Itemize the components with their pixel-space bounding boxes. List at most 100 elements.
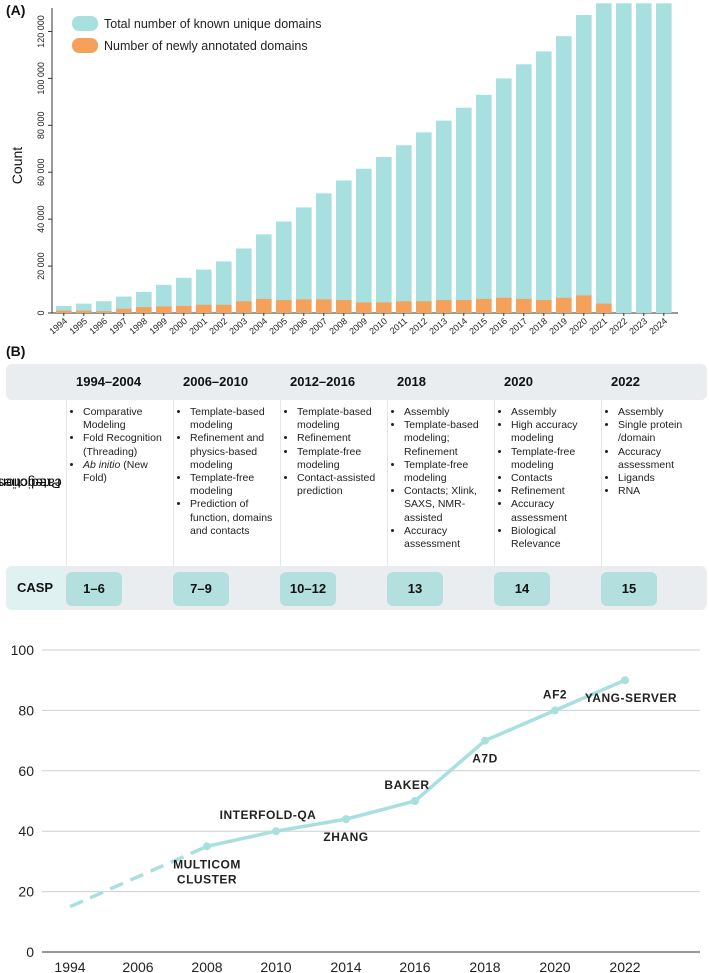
category-item: Contact-assisted prediction <box>297 472 384 498</box>
x-tick-label-2016: 2016 <box>399 959 430 973</box>
bar-new-2008 <box>336 300 352 313</box>
category-item: Assembly <box>404 406 491 419</box>
category-column: AssemblyTemplate-based modeling; Refinem… <box>387 400 491 566</box>
casp-round-badge: 13 <box>387 572 443 606</box>
x-tick-label-2000: 2000 <box>167 316 189 337</box>
category-item: Ab initio (New Fold) <box>83 459 170 485</box>
bar-new-2017 <box>516 298 532 313</box>
point-2014 <box>342 815 350 824</box>
period-header: 2020 <box>504 374 533 389</box>
bar-total-2018 <box>536 51 552 314</box>
bar-new-1997 <box>116 308 132 313</box>
bar-total-2003 <box>236 248 252 313</box>
y-tick-label: 20 000 <box>36 252 46 280</box>
period-header: 2022 <box>611 374 640 389</box>
x-tick-label-1994: 1994 <box>47 316 69 337</box>
y-tick-label: 0 <box>36 310 46 315</box>
bar-total-2019 <box>556 36 572 314</box>
bar-new-2006 <box>296 299 312 313</box>
category-item: RNA <box>618 485 705 498</box>
y-tick-label: 40 000 <box>36 205 46 233</box>
category-item: Fold Recognition (Threading) <box>83 432 170 458</box>
bar-new-2005 <box>276 300 292 313</box>
bar-total-2021 <box>596 3 612 314</box>
x-tick-label-1999: 1999 <box>147 316 169 337</box>
period-header: 2012–2016 <box>290 374 356 389</box>
x-tick-label-2023: 2023 <box>627 316 649 337</box>
x-tick-label-2003: 2003 <box>227 316 249 337</box>
bar-total-1994 <box>56 305 72 313</box>
category-item: Template-based modeling; Refinement <box>404 419 491 459</box>
category-item: Refinement <box>511 485 598 498</box>
y-tick-label: 80 <box>18 702 34 718</box>
category-item: Ligands <box>618 472 705 485</box>
category-item: Refinement <box>297 432 384 445</box>
bar-new-2016 <box>496 297 512 313</box>
bar-new-2007 <box>316 299 332 313</box>
bar-new-2013 <box>436 300 452 313</box>
category-item: High accuracy modeling <box>511 419 598 445</box>
legend-swatch <box>72 38 98 53</box>
bar-new-1999 <box>156 306 172 313</box>
point-label-2020: AF2 <box>543 687 567 701</box>
period-header-band <box>6 364 707 400</box>
y-tick-label: 80 000 <box>36 112 46 140</box>
category-item: Template-free modeling <box>511 446 598 472</box>
casp-round-badge: 10–12 <box>280 572 336 606</box>
period-header: 1994–2004 <box>76 374 142 389</box>
x-tick-label-2014: 2014 <box>330 959 361 973</box>
panel-a-label: (A) <box>6 2 26 18</box>
y-tick-label: 60 <box>18 763 34 779</box>
point-2020 <box>551 706 559 715</box>
legend: Total number of known unique domains Numb… <box>72 16 322 53</box>
category-item: Template-free modeling <box>404 459 491 485</box>
y-tick-label: 20 <box>18 884 34 900</box>
bar-total-2002 <box>216 261 232 313</box>
bar-new-2015 <box>476 298 492 313</box>
category-item: Accuracy assessment <box>511 498 598 524</box>
category-item: Biological Relevance <box>511 525 598 551</box>
x-tick-label-2021: 2021 <box>587 316 609 337</box>
legend-entry: Total number of known unique domains <box>104 17 322 31</box>
x-tick-label-2012: 2012 <box>407 316 429 337</box>
y-tick-label: 60 000 <box>36 158 46 186</box>
point-2010 <box>272 827 280 836</box>
category-item: Template-based modeling <box>297 406 384 432</box>
bar-total-1999 <box>156 284 172 313</box>
panel-b-label: (B) <box>6 343 26 359</box>
period-header: 2018 <box>397 374 426 389</box>
x-tick-label-2016: 2016 <box>487 316 509 337</box>
x-tick-label-2010: 2010 <box>367 316 389 337</box>
casp-round-badge: 14 <box>494 572 550 606</box>
x-tick-label-1998: 1998 <box>127 316 149 337</box>
bar-new-2018 <box>536 300 552 313</box>
category-column: Comparative ModelingFold Recognition (Th… <box>66 400 170 566</box>
category-item: Template-free modeling <box>190 472 277 498</box>
x-tick-label-1994: 1994 <box>54 959 85 973</box>
bar-new-2020 <box>576 295 592 313</box>
category-item: Accuracy assessment <box>404 525 491 551</box>
bar-total-2008 <box>336 180 352 313</box>
point-label-2008: CLUSTER <box>177 872 237 886</box>
bar-total-2006 <box>296 207 312 313</box>
x-tick-label-2009: 2009 <box>347 316 369 337</box>
bar-total-2013 <box>436 120 452 313</box>
bar-total-2015 <box>476 94 492 313</box>
bar-new-2012 <box>416 301 432 313</box>
x-tick-label-2008: 2008 <box>327 316 349 337</box>
bar-new-2001 <box>196 304 212 313</box>
bar-new-1995 <box>76 310 92 313</box>
x-tick-label-1996: 1996 <box>87 316 109 337</box>
category-item: Refinement and physics-based modeling <box>190 432 277 472</box>
category-item: Prediction of function, domains and cont… <box>190 498 277 538</box>
category-item: Comparative Modeling <box>83 406 170 432</box>
point-label-2022: YANG-SERVER <box>585 691 677 705</box>
x-tick-label-2022: 2022 <box>609 959 640 973</box>
x-tick-label-1997: 1997 <box>107 316 129 337</box>
x-tick-label-2001: 2001 <box>187 316 209 337</box>
bar-total-2017 <box>516 64 532 313</box>
bar-new-2010 <box>376 302 392 313</box>
bar-total-2012 <box>416 132 432 313</box>
bar-new-2000 <box>176 305 192 313</box>
bar-total-2009 <box>356 168 372 313</box>
